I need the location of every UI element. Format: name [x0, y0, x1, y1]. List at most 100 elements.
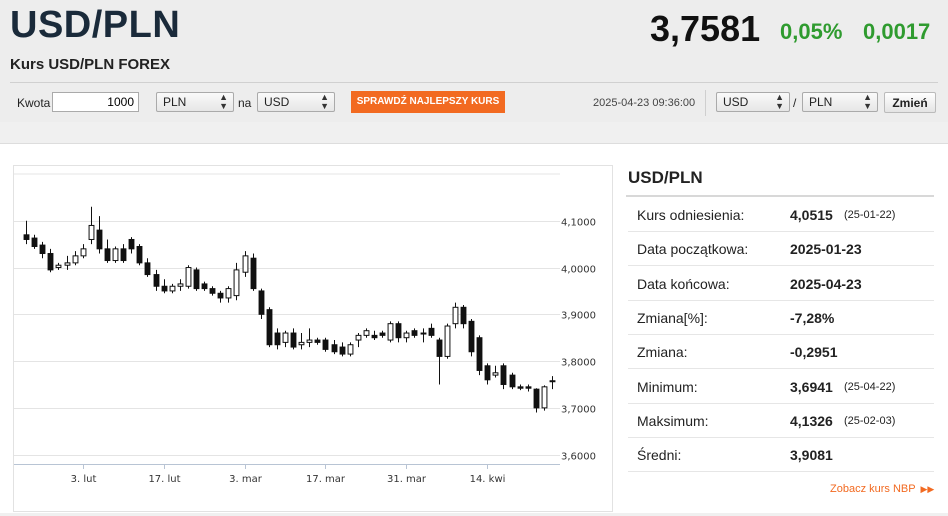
candle-down — [476, 337, 483, 371]
info-row: Data końcowa: 2025-04-23 — [628, 266, 934, 301]
candle-down — [533, 388, 540, 409]
candle-up — [80, 248, 87, 257]
info-row-value: 3,6941 — [790, 378, 833, 395]
y-tick-label: 4,1000 — [561, 218, 596, 229]
change-absolute: 0,0017 — [863, 19, 931, 44]
candle-down — [31, 237, 38, 247]
y-tick-label: 3,9000 — [561, 311, 596, 322]
candle-up — [55, 264, 62, 269]
pair-title: USD/PLN — [10, 4, 181, 46]
info-row: Data początkowa: 2025-01-23 — [628, 231, 934, 267]
info-row-label: Zmiana[%]: — [637, 309, 708, 326]
info-title-divider — [626, 195, 934, 197]
candle-up — [387, 323, 394, 341]
updown-arrow-icon: ▲ ▼ — [219, 92, 228, 111]
candlestick-chart[interactable]: 4,1000 4,0000 3,9000 3,8000 3,7000 3,6000 3. l… — [14, 166, 612, 511]
from-currency-select[interactable]: PLN ▲ ▼ — [156, 92, 234, 112]
candle-down — [517, 386, 524, 389]
candle-up — [363, 330, 370, 336]
info-title: USD/PLN — [628, 168, 703, 187]
candle-up — [298, 341, 305, 346]
to-currency-select[interactable]: USD ▲ ▼ — [257, 92, 335, 112]
candle-down — [525, 386, 532, 389]
candle-down — [322, 339, 329, 350]
candle-up — [72, 255, 79, 264]
candle-down — [500, 365, 507, 385]
y-tick-label: 4,0000 — [561, 265, 596, 276]
chart-container[interactable]: 4,1000 4,0000 3,9000 3,8000 3,7000 3,6000 3. l… — [13, 165, 613, 512]
candle-down — [23, 234, 30, 240]
candle-down — [96, 229, 103, 250]
candle-down — [411, 330, 418, 336]
info-row-value: 2025-04-23 — [790, 275, 862, 292]
candle-down — [120, 248, 127, 262]
candle-down — [509, 374, 516, 388]
info-row-value: 2025-01-23 — [790, 241, 862, 258]
info-row-label: Kurs odniesienia: — [637, 207, 745, 223]
candle-up — [306, 339, 313, 343]
candle-down — [371, 334, 378, 339]
x-tick-label: 3. mar — [229, 474, 263, 485]
candle-down — [104, 248, 111, 262]
quote-timestamp: 2025-04-23 09:36:00 — [593, 97, 696, 109]
y-tick-label: 3,6000 — [561, 452, 596, 463]
candle-down — [436, 339, 443, 357]
info-row-label: Zmiana: — [637, 344, 688, 361]
nbp-rate-link[interactable]: Zobacz kurs NBP ▶▶ — [830, 483, 934, 495]
amount-label: Kwota — [17, 96, 51, 110]
candle-down — [339, 346, 346, 355]
candle-down — [209, 288, 216, 294]
quote-header: USD/PLN Kurs USD/PLN FOREX 3,7581 0,05% … — [0, 0, 948, 86]
info-row: Zmiana: -0,2951 — [628, 334, 934, 370]
info-row: Minimum: 3,6941 (25-04-22) — [628, 369, 934, 404]
candle-down — [250, 257, 257, 290]
change-pair-button[interactable]: Zmień — [884, 92, 936, 113]
y-tick-label: 3,8000 — [561, 358, 596, 369]
candle-down — [144, 262, 151, 276]
candle-down — [161, 285, 168, 292]
x-tick-label: 17. mar — [306, 474, 346, 485]
candle-down — [258, 290, 265, 315]
candle-down — [201, 283, 208, 290]
candle-up — [444, 325, 451, 357]
candle-up — [169, 285, 176, 292]
candle-down — [428, 327, 435, 336]
y-tick-label: 3,7000 — [561, 405, 596, 416]
candle-down — [379, 332, 386, 336]
pair-slash: / — [793, 96, 797, 110]
x-tick-label: 14. kwi — [470, 474, 506, 485]
info-row-label: Minimum: — [637, 378, 698, 395]
info-row-value: 4,0515 — [790, 207, 833, 223]
info-row-date: (25-01-22) — [844, 209, 896, 221]
candle-up — [242, 255, 249, 273]
info-row-label: Średni: — [637, 447, 682, 464]
info-row: Maksimum: 4,1326 (25-02-03) — [628, 403, 934, 438]
info-row-label: Data początkowa: — [637, 241, 749, 258]
quote-currency-select[interactable]: PLN ▲ ▼ — [802, 92, 878, 112]
candle-up — [112, 248, 119, 262]
candle-up — [64, 262, 71, 266]
info-row: Zmiana[%]: -7,28% — [628, 300, 934, 335]
toolbar-divider — [705, 90, 706, 116]
candle-up — [403, 332, 410, 339]
amount-input[interactable] — [52, 92, 139, 112]
x-tick-label: 31. mar — [387, 474, 427, 485]
candle-up — [282, 332, 289, 343]
candle-down — [217, 292, 224, 299]
candle-down — [395, 323, 402, 339]
x-tick-label: 17. lut — [148, 474, 180, 485]
nbp-link-label: Zobacz kurs NBP — [830, 483, 916, 495]
candle-down — [290, 332, 297, 348]
info-row: Średni: 3,9081 — [628, 437, 934, 473]
candle-down — [193, 269, 200, 290]
best-rate-button[interactable]: SPRAWDŹ NAJLEPSZY KURS — [351, 91, 505, 113]
candle-up — [492, 372, 499, 376]
updown-arrow-icon: ▲ ▼ — [863, 92, 872, 111]
candle-up — [347, 344, 354, 355]
candle-down — [484, 365, 491, 381]
na-label: na — [238, 96, 252, 110]
to-currency-value: USD — [264, 95, 290, 109]
base-currency-select[interactable]: USD ▲ ▼ — [716, 92, 790, 112]
info-row-value: 4,1326 — [790, 412, 833, 429]
base-currency-value: USD — [723, 95, 749, 109]
